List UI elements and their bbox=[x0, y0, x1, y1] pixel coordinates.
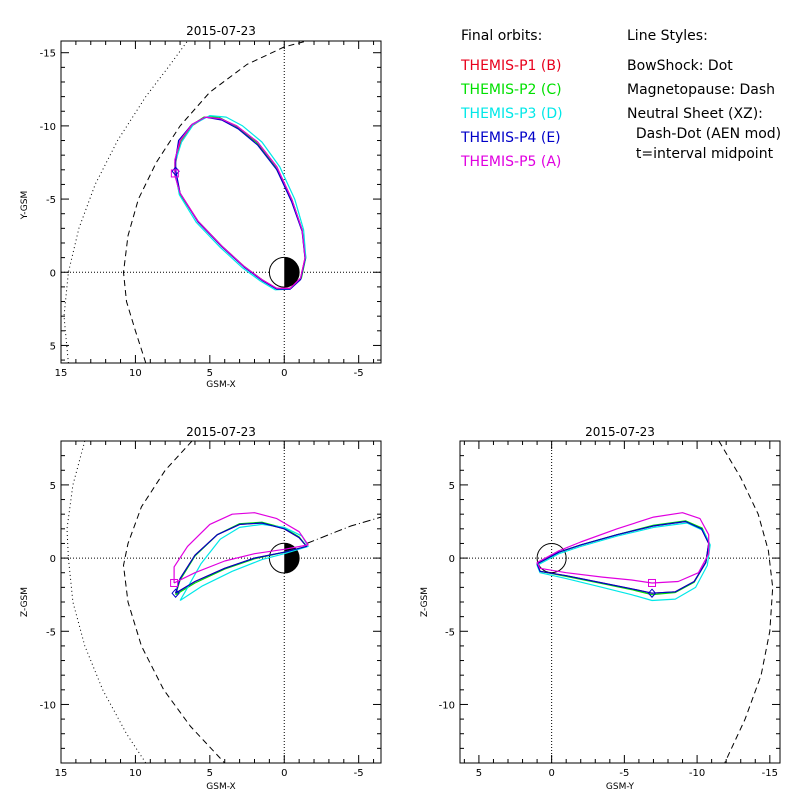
yz-panel-title: 2015-07-23 bbox=[585, 425, 655, 439]
xz-y-tick-label: -5 bbox=[46, 627, 56, 638]
xz-panel-title: 2015-07-23 bbox=[186, 425, 256, 439]
xy-y-axis-label: Y-GSM bbox=[20, 191, 30, 220]
legend-style-dash-dot: Dash-Dot (AEN mod) bbox=[627, 126, 781, 142]
legend-style-midpoint: t=interval midpoint bbox=[627, 146, 774, 162]
yz-marker-square bbox=[648, 578, 656, 587]
xy-y-tick-label: -15 bbox=[40, 49, 56, 60]
yz-y-tick-label: -5 bbox=[445, 627, 455, 638]
xz-y-tick-label: -10 bbox=[40, 700, 56, 711]
xy-y-tick-label: 5 bbox=[50, 341, 56, 352]
legend-probe-p5: THEMIS-P5 (A) bbox=[460, 154, 561, 170]
yz-x-tick-label: -10 bbox=[689, 768, 705, 779]
yz-earth-circle bbox=[536, 543, 567, 574]
xz-x-tick-label: 10 bbox=[129, 768, 142, 779]
xy-orbit-p3 bbox=[175, 114, 307, 291]
xy-orbit-p5 bbox=[174, 116, 306, 289]
xz-x-tick-label: 15 bbox=[55, 768, 68, 779]
legend-styles-title: Line Styles: bbox=[627, 28, 708, 44]
yz-orbit-p3 bbox=[536, 522, 711, 602]
xz-orbit-p4 bbox=[175, 522, 308, 594]
yz-orbit-p1 bbox=[536, 520, 710, 594]
xz-neutral-sheet-curve bbox=[306, 516, 381, 544]
yz-magnetopause-curve bbox=[718, 441, 774, 763]
xy-panel-title: 2015-07-23 bbox=[186, 24, 256, 38]
xy-x-tick-label: 15 bbox=[55, 368, 68, 379]
yz-orbit-p4 bbox=[536, 520, 710, 594]
legend-probe-p2: THEMIS-P2 (C) bbox=[460, 82, 562, 98]
legend: Final orbits: THEMIS-P1 (B) THEMIS-P2 (C… bbox=[460, 28, 781, 170]
xz-plot-area bbox=[61, 441, 381, 763]
xz-axes-frame bbox=[60, 440, 382, 764]
yz-x-tick-label: 0 bbox=[548, 768, 554, 779]
legend-probe-p1: THEMIS-P1 (B) bbox=[460, 58, 561, 74]
xy-x-tick-label: 10 bbox=[129, 368, 142, 379]
xz-magnetopause-curve bbox=[122, 441, 226, 763]
xy-plot-area bbox=[61, 41, 381, 363]
yz-x-tick-label: -5 bbox=[619, 768, 629, 779]
yz-x-axis-label: GSM-Y bbox=[606, 782, 635, 792]
xy-y-tick-label: -5 bbox=[46, 195, 56, 206]
legend-probe-p3: THEMIS-P3 (D) bbox=[460, 106, 563, 122]
xy-x-tick-label: 0 bbox=[281, 368, 287, 379]
xz-marker-square bbox=[170, 578, 179, 587]
yz-plot-area bbox=[460, 441, 780, 763]
xz-orbit-p5 bbox=[173, 512, 309, 584]
xz-y-tick-label: 5 bbox=[50, 481, 56, 492]
yz-x-tick-label: -15 bbox=[762, 768, 778, 779]
legend-style-magnetopause: Magnetopause: Dash bbox=[627, 82, 775, 98]
xy-x-tick-label: 5 bbox=[207, 368, 213, 379]
yz-y-tick-label: 0 bbox=[449, 554, 455, 565]
xz-x-tick-label: 0 bbox=[281, 768, 287, 779]
xz-y-axis-label: Z-GSM bbox=[20, 587, 30, 617]
xy-marker-square bbox=[170, 169, 179, 178]
yz-orbit-p5 bbox=[536, 512, 710, 584]
legend-style-neutral-sheet: Neutral Sheet (XZ): bbox=[627, 106, 763, 122]
yz-marker-diamond bbox=[647, 588, 657, 598]
yz-y-axis-label: Z-GSM bbox=[420, 587, 430, 617]
yz-orbit-panel: 2015-07-23 GSM-Y Z-GSM 5 0 -5 -10 -15 5 0 -5 -10 bbox=[420, 425, 781, 792]
xz-bowshock-curve bbox=[66, 441, 147, 763]
xy-x-tick-label: -5 bbox=[354, 368, 364, 379]
xz-x-axis-label: GSM-X bbox=[206, 782, 235, 792]
xz-orbit-p3 bbox=[179, 523, 309, 602]
legend-probe-p4: THEMIS-P4 (E) bbox=[460, 130, 561, 146]
yz-y-tick-label: -10 bbox=[439, 700, 455, 711]
legend-orbits-title: Final orbits: bbox=[461, 28, 542, 44]
xy-y-tick-label: 0 bbox=[50, 268, 56, 279]
yz-axes-frame bbox=[459, 440, 781, 764]
xy-earth-night-side bbox=[284, 257, 300, 288]
yz-y-tick-label: 5 bbox=[449, 481, 455, 492]
legend-style-bowshock: BowShock: Dot bbox=[627, 58, 733, 74]
xz-marker-diamond bbox=[171, 588, 180, 598]
xy-x-axis-label: GSM-X bbox=[206, 380, 235, 390]
yz-x-tick-label: 5 bbox=[476, 768, 482, 779]
xz-x-tick-label: 5 bbox=[207, 768, 213, 779]
xy-bowshock-curve bbox=[63, 41, 188, 363]
xy-y-tick-label: -10 bbox=[40, 122, 56, 133]
xy-orbit-panel: 2015-07-23 GSM-X Y-GSM 15 10 5 0 -5 -15 -10 -5 0… bbox=[20, 24, 382, 390]
xz-x-tick-label: -5 bbox=[354, 768, 364, 779]
xz-orbit-panel: 2015-07-23 GSM-X Z-GSM 15 10 5 0 -5 5 0 -5 -10 bbox=[20, 425, 382, 792]
xy-axes-frame bbox=[60, 40, 382, 364]
xy-magnetopause-curve bbox=[122, 41, 307, 363]
xz-y-tick-label: 0 bbox=[50, 554, 56, 565]
